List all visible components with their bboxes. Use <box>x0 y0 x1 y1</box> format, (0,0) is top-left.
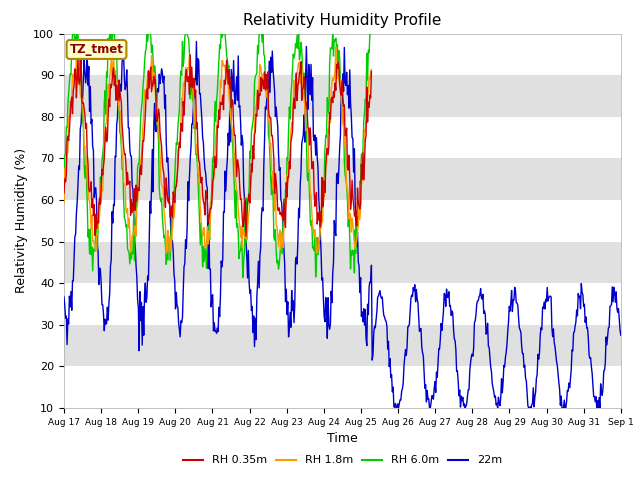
Bar <box>64 75 621 117</box>
Y-axis label: Relativity Humidity (%): Relativity Humidity (%) <box>15 148 28 293</box>
Title: Relativity Humidity Profile: Relativity Humidity Profile <box>243 13 442 28</box>
Bar <box>64 325 621 366</box>
Legend: RH 0.35m, RH 1.8m, RH 6.0m, 22m: RH 0.35m, RH 1.8m, RH 6.0m, 22m <box>179 451 506 470</box>
Bar <box>64 158 621 200</box>
Bar <box>64 241 621 283</box>
X-axis label: Time: Time <box>327 432 358 445</box>
Text: TZ_tmet: TZ_tmet <box>70 43 124 56</box>
